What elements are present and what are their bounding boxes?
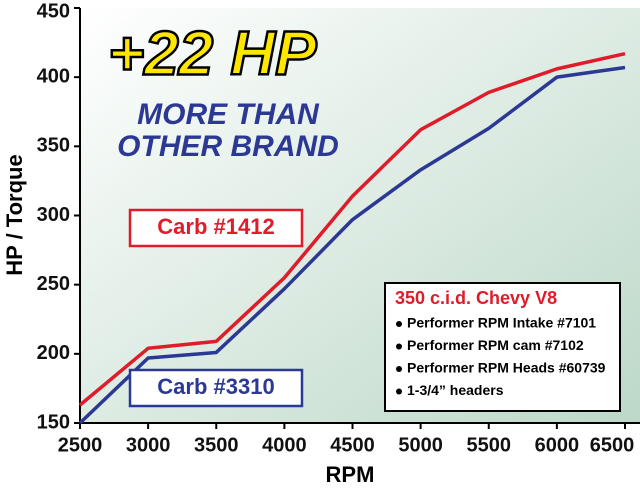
bullet xyxy=(396,366,402,372)
x-tick-label: 3500 xyxy=(194,434,239,456)
legend-box xyxy=(128,208,304,248)
legend-box xyxy=(128,368,304,408)
subheadline: OTHER BRAND xyxy=(117,130,339,163)
spec-item: Performer RPM Heads #60739 xyxy=(407,360,606,376)
headline: +22 HP xyxy=(108,19,317,88)
subheadline: MORE THAN xyxy=(137,98,320,131)
x-tick-label: 5000 xyxy=(398,434,443,456)
x-tick-label: 3000 xyxy=(126,434,171,456)
spec-item: 1-3/4” headers xyxy=(407,382,504,398)
spec-item: Performer RPM Intake #7101 xyxy=(407,315,596,331)
spec-item: Performer RPM cam #7102 xyxy=(407,337,584,353)
x-axis-title: RPM xyxy=(326,462,375,487)
x-tick-label: 5500 xyxy=(467,434,512,456)
series-line xyxy=(78,51,626,407)
y-tick-label: 350 xyxy=(37,135,70,157)
x-tick-label: 4500 xyxy=(330,434,375,456)
x-tick-label: 2500 xyxy=(58,434,103,456)
legend-label: Carb #1412 xyxy=(157,214,274,239)
bullet xyxy=(396,321,402,327)
y-tick-label: 200 xyxy=(37,342,70,364)
y-tick-label: 450 xyxy=(37,0,70,22)
y-tick-label: 400 xyxy=(37,65,70,87)
bullet xyxy=(396,343,402,350)
y-axis-title: HP / Torque xyxy=(2,154,27,275)
legend-label: Carb #3310 xyxy=(157,374,274,399)
series-line xyxy=(78,65,626,425)
y-tick-label: 150 xyxy=(37,411,70,433)
spec-box xyxy=(384,282,621,412)
bullet xyxy=(396,388,402,395)
x-tick-label: 6000 xyxy=(535,434,580,456)
x-tick-label: 6500 xyxy=(590,434,635,456)
x-tick-label: 4000 xyxy=(262,434,307,456)
y-tick-label: 250 xyxy=(37,273,70,295)
spec-title: 350 c.i.d. Chevy V8 xyxy=(395,288,557,308)
y-tick-label: 300 xyxy=(37,204,70,226)
